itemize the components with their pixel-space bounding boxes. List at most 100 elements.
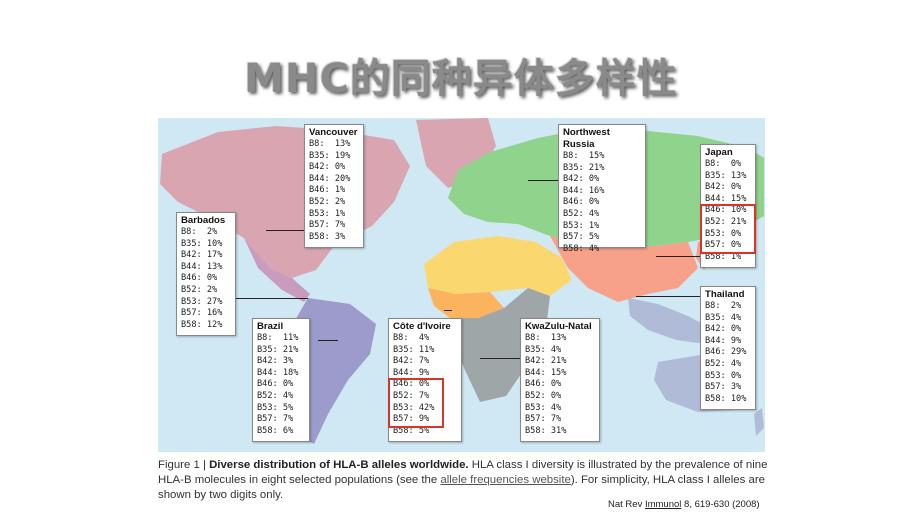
panel-title: Thailand xyxy=(705,289,745,300)
panel-vancouver: Vancouver B8: 13% B35: 19% B42: 0% B44: … xyxy=(304,124,364,248)
allele-row: B57: 9% xyxy=(393,414,430,425)
allele-row: B46: 0% xyxy=(257,379,294,390)
allele-row: B8: 15% xyxy=(563,151,605,161)
citation: Nat Rev Immunol 8, 619-630 (2008) xyxy=(608,499,760,510)
allele-row: B35: 10% xyxy=(181,238,223,249)
allele-row: B53: 0% xyxy=(705,228,742,239)
leader-line-vancouver xyxy=(266,230,304,231)
allele-row: B44: 16% xyxy=(563,185,605,196)
new-zealand-shape xyxy=(754,408,764,436)
allele-row: B35: 21% xyxy=(257,344,299,355)
north-africa-shape xyxy=(424,236,572,296)
allele-row: B53: 0% xyxy=(705,370,742,381)
panel-brazil: Brazil B8: 11% B35: 21% B42: 3% B44: 18%… xyxy=(252,318,310,442)
allele-row: B58: 4% xyxy=(563,243,600,254)
allele-row: B44: 9% xyxy=(393,367,430,378)
allele-row: B46: 0% xyxy=(525,379,562,390)
world-map: Vancouver B8: 13% B35: 19% B42: 0% B44: … xyxy=(158,118,765,452)
caption-heading: Diverse distribution of HLA-B alleles wo… xyxy=(209,459,469,471)
caption-text: HLA class I diversity is illustrated by … xyxy=(158,459,768,486)
allele-row: B8: 2% xyxy=(181,227,218,237)
panel-kwazulu-natal: KwaZulu-Natal B8: 13% B35: 4% B42: 21% B… xyxy=(520,318,600,442)
citation-journal-abbrev: Immunol xyxy=(644,499,682,510)
allele-row: B35: 21% xyxy=(563,162,605,173)
panel-thailand: Thailand B8: 2% B35: 4% B42: 0% B44: 9% … xyxy=(700,286,756,410)
caption-label: Figure 1 | xyxy=(158,459,210,471)
allele-row: B58: 12% xyxy=(181,319,223,330)
allele-row: B57: 7% xyxy=(257,414,294,425)
allele-row: B52: 2% xyxy=(181,284,218,295)
panel-title: KwaZulu-Natal xyxy=(525,321,592,332)
allele-row: B58: 31% xyxy=(525,425,567,436)
allele-row: B57: 3% xyxy=(705,382,742,393)
south-asia-shape xyxy=(550,236,698,302)
allele-row: B58: 5% xyxy=(393,425,430,436)
figure-caption: Figure 1 | Diverse distribution of HLA-B… xyxy=(158,458,770,503)
allele-row: B52: 21% xyxy=(705,216,747,227)
allele-row: B42: 0% xyxy=(309,162,346,173)
central-america-shape xyxy=(244,238,310,302)
allele-row: B44: 13% xyxy=(181,261,223,272)
allele-row: B44: 15% xyxy=(705,193,747,204)
se-asia-shape xyxy=(628,298,714,344)
caption-link[interactable]: allele frequencies website xyxy=(440,474,571,486)
panel-japan: Japan B8: 0% B35: 13% B42: 0% B44: 15% B… xyxy=(700,144,756,268)
allele-row: B52: 4% xyxy=(257,390,294,401)
allele-row: B44: 20% xyxy=(309,173,351,184)
allele-row: B35: 4% xyxy=(705,312,742,323)
highlight-box-japan xyxy=(700,204,756,254)
panel-title: Côte d'Ivoire xyxy=(393,321,451,332)
leader-line-russia xyxy=(528,180,558,181)
highlight-box-cote-divoire xyxy=(388,378,444,428)
allele-row: B53: 4% xyxy=(525,402,562,413)
allele-row: B46: 29% xyxy=(705,347,747,358)
allele-row: B46: 0% xyxy=(181,273,218,284)
allele-row: B58: 3% xyxy=(309,231,346,242)
allele-row: B58: 6% xyxy=(257,425,294,436)
panel-title: Barbados xyxy=(181,215,226,226)
allele-row: B52: 2% xyxy=(309,196,346,207)
allele-row: B53: 42% xyxy=(393,402,435,413)
allele-row: B42: 0% xyxy=(563,174,600,185)
allele-row: B42: 7% xyxy=(393,356,430,367)
leader-line-kwazulu xyxy=(480,358,520,359)
allele-row: B46: 1% xyxy=(309,185,346,196)
panel-barbados: Barbados B8: 2% B35: 10% B42: 17% B44: 1… xyxy=(176,212,236,336)
citation-ref: 8, 619-630 (2008) xyxy=(681,499,760,510)
allele-row: B42: 21% xyxy=(525,356,567,367)
leader-line-cote xyxy=(444,310,452,311)
panel-northwest-russia: Northwest Russia B8: 15% B35: 21% B42: 0… xyxy=(558,124,646,254)
allele-row: B58: 1% xyxy=(705,251,742,262)
allele-row: B57: 7% xyxy=(525,414,562,425)
panel-title: Northwest Russia xyxy=(563,127,610,150)
citation-journal: Nat Rev xyxy=(608,499,645,510)
leader-line-thailand xyxy=(636,296,700,297)
allele-row: B35: 19% xyxy=(309,150,351,161)
allele-row: B8: 13% xyxy=(525,333,567,343)
south-africa-shape xyxy=(450,288,550,402)
allele-row: B42: 0% xyxy=(705,182,742,193)
allele-row: B42: 0% xyxy=(705,324,742,335)
allele-row: B44: 18% xyxy=(257,367,299,378)
allele-row: B44: 15% xyxy=(525,367,567,378)
allele-row: B35: 13% xyxy=(705,170,747,181)
allele-row: B53: 1% xyxy=(309,208,346,219)
allele-row: B8: 13% xyxy=(309,139,351,149)
panel-title: Brazil xyxy=(257,321,284,332)
panel-cote-divoire: Côte d'Ivoire B8: 4% B35: 11% B42: 7% B4… xyxy=(388,318,462,442)
allele-row: B52: 4% xyxy=(705,358,742,369)
allele-row: B58: 10% xyxy=(705,393,747,404)
allele-row: B57: 16% xyxy=(181,308,223,319)
allele-row: B35: 11% xyxy=(393,344,435,355)
allele-row: B8: 4% xyxy=(393,333,430,343)
allele-row: B57: 0% xyxy=(705,240,742,251)
allele-row: B57: 7% xyxy=(309,220,346,231)
allele-row: B8: 11% xyxy=(257,333,299,343)
slide-title: MHC的同种异体多样性 xyxy=(244,56,678,102)
panel-title: Vancouver xyxy=(309,127,358,138)
allele-row: B46: 0% xyxy=(563,197,600,208)
allele-row: B42: 3% xyxy=(257,356,294,367)
leader-line-japan xyxy=(656,256,700,257)
allele-row: B46: 10% xyxy=(705,205,747,216)
allele-row: B52: 0% xyxy=(525,390,562,401)
